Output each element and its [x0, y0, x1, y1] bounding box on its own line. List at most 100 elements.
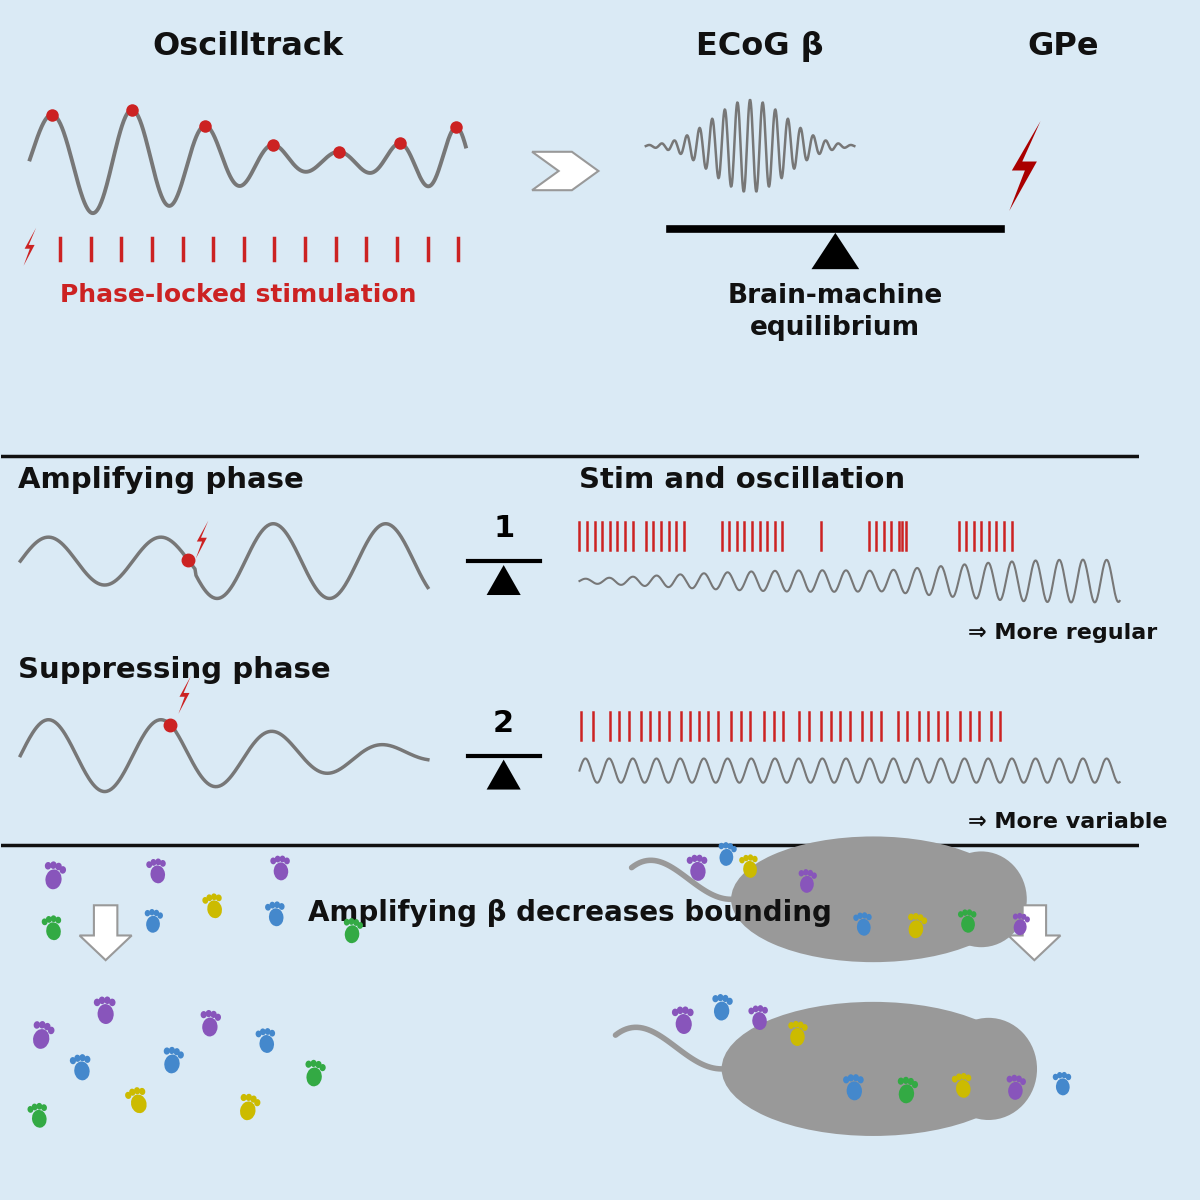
Ellipse shape: [720, 848, 733, 866]
Ellipse shape: [348, 918, 354, 925]
Ellipse shape: [74, 1055, 80, 1062]
Polygon shape: [487, 565, 521, 595]
Text: Phase-locked stimulation: Phase-locked stimulation: [60, 283, 416, 307]
Ellipse shape: [696, 854, 703, 862]
Ellipse shape: [752, 1006, 758, 1013]
Ellipse shape: [790, 1028, 805, 1046]
Ellipse shape: [164, 1055, 180, 1073]
Text: 1: 1: [493, 514, 515, 544]
Ellipse shape: [799, 870, 804, 876]
Ellipse shape: [676, 1014, 691, 1034]
Ellipse shape: [31, 1104, 37, 1110]
Ellipse shape: [1021, 913, 1026, 920]
Ellipse shape: [1052, 1074, 1058, 1080]
Ellipse shape: [275, 901, 280, 908]
Ellipse shape: [721, 1002, 1025, 1136]
Ellipse shape: [55, 863, 62, 870]
Ellipse shape: [857, 919, 871, 936]
Ellipse shape: [1057, 1072, 1062, 1079]
Ellipse shape: [50, 862, 56, 869]
Ellipse shape: [866, 914, 871, 920]
Ellipse shape: [48, 1027, 54, 1034]
Ellipse shape: [265, 1028, 270, 1034]
Ellipse shape: [210, 1010, 217, 1018]
Ellipse shape: [1020, 1079, 1026, 1085]
Ellipse shape: [731, 836, 1015, 962]
Ellipse shape: [1062, 1072, 1067, 1079]
Polygon shape: [1009, 121, 1040, 211]
Ellipse shape: [899, 1085, 914, 1103]
Ellipse shape: [353, 919, 359, 926]
Polygon shape: [811, 233, 859, 269]
Ellipse shape: [130, 1088, 136, 1096]
Ellipse shape: [74, 1062, 90, 1080]
Ellipse shape: [42, 918, 48, 925]
Ellipse shape: [857, 912, 863, 919]
Ellipse shape: [94, 998, 101, 1006]
Polygon shape: [992, 878, 1015, 920]
Ellipse shape: [907, 1078, 914, 1085]
Ellipse shape: [203, 896, 209, 904]
Ellipse shape: [174, 1048, 180, 1055]
Ellipse shape: [265, 904, 271, 911]
Ellipse shape: [688, 1008, 694, 1016]
Ellipse shape: [278, 904, 284, 910]
Ellipse shape: [962, 910, 967, 916]
Ellipse shape: [803, 869, 809, 876]
Ellipse shape: [908, 913, 914, 920]
Text: GPe: GPe: [1027, 31, 1098, 62]
Ellipse shape: [284, 858, 290, 864]
Ellipse shape: [686, 857, 692, 864]
Ellipse shape: [139, 1088, 145, 1096]
Ellipse shape: [44, 1022, 50, 1031]
Ellipse shape: [691, 854, 697, 862]
Ellipse shape: [757, 1006, 763, 1012]
Ellipse shape: [912, 1081, 918, 1088]
Ellipse shape: [971, 911, 977, 918]
Ellipse shape: [38, 1021, 46, 1028]
Polygon shape: [487, 760, 521, 790]
Text: Suppressing phase: Suppressing phase: [18, 656, 331, 684]
Ellipse shape: [752, 856, 757, 863]
Text: Amplifying β decreases bounding: Amplifying β decreases bounding: [308, 899, 832, 928]
Ellipse shape: [940, 1018, 1037, 1120]
Ellipse shape: [36, 1103, 42, 1110]
Ellipse shape: [319, 1064, 325, 1072]
Ellipse shape: [145, 910, 150, 917]
Ellipse shape: [240, 1102, 256, 1121]
Ellipse shape: [254, 1099, 260, 1106]
Text: Stim and oscillation: Stim and oscillation: [580, 467, 906, 494]
Ellipse shape: [358, 922, 364, 929]
Ellipse shape: [936, 852, 1027, 947]
Ellipse shape: [858, 1076, 864, 1084]
Ellipse shape: [1008, 1082, 1022, 1100]
Ellipse shape: [808, 870, 814, 876]
Ellipse shape: [306, 1068, 322, 1086]
Text: Amplifying phase: Amplifying phase: [18, 467, 304, 494]
Ellipse shape: [961, 916, 974, 932]
Text: Oscilltrack: Oscilltrack: [152, 31, 343, 62]
Polygon shape: [196, 521, 209, 558]
Ellipse shape: [719, 842, 724, 850]
Ellipse shape: [150, 859, 156, 865]
Ellipse shape: [60, 866, 66, 874]
Ellipse shape: [146, 862, 152, 868]
Ellipse shape: [726, 997, 733, 1004]
Text: ⇒ More variable: ⇒ More variable: [968, 812, 1168, 833]
Ellipse shape: [97, 1004, 114, 1024]
Ellipse shape: [203, 1018, 217, 1037]
Ellipse shape: [269, 908, 283, 926]
Ellipse shape: [853, 914, 859, 920]
Ellipse shape: [713, 995, 719, 1002]
Ellipse shape: [84, 1056, 90, 1063]
Ellipse shape: [672, 1008, 678, 1016]
Ellipse shape: [259, 1036, 274, 1052]
Ellipse shape: [200, 1012, 206, 1019]
Ellipse shape: [844, 1076, 850, 1084]
Polygon shape: [179, 676, 191, 714]
Ellipse shape: [918, 914, 923, 922]
Ellipse shape: [32, 1110, 47, 1128]
Ellipse shape: [160, 860, 166, 866]
Ellipse shape: [274, 863, 288, 881]
Ellipse shape: [762, 1007, 768, 1014]
